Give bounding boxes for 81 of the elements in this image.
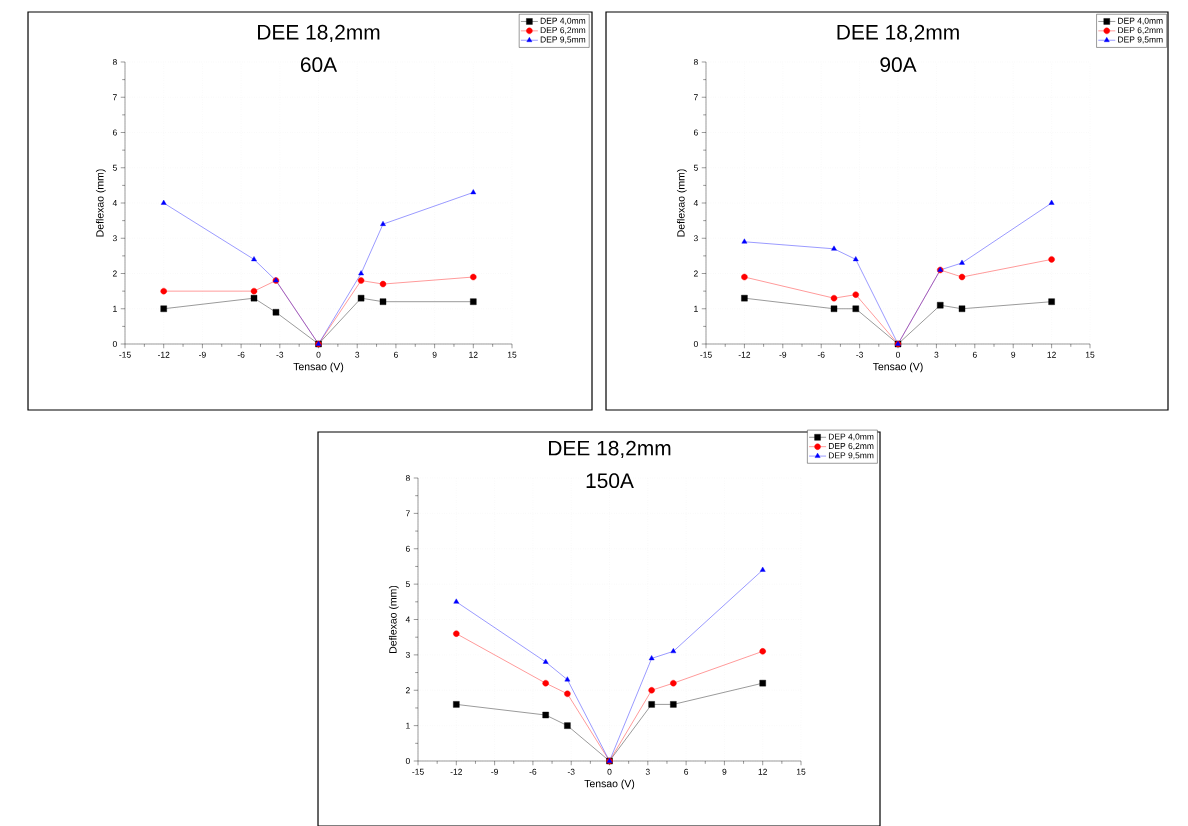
chart-title: DEE 18,2mm (837, 24, 959, 43)
x-tick-label: 12 (1047, 351, 1056, 358)
x-tick-label: 0 (316, 351, 321, 358)
x-tick-label: 15 (1085, 351, 1095, 358)
x-tick-label: -9 (199, 351, 206, 358)
x-tick-label: -6 (529, 768, 537, 775)
y-tick-label: 1 (406, 722, 410, 729)
y-tick-label: 8 (693, 59, 698, 65)
y-tick-label: 1 (113, 305, 117, 312)
y-axis-title: Deflexao (mm) (676, 169, 687, 237)
x-axis-title: Tensao (V) (872, 362, 923, 373)
x-tick-label: -15 (700, 351, 712, 358)
y-tick-label: 2 (405, 687, 410, 694)
x-tick-label: 3 (645, 768, 650, 775)
x-tick-label: 15 (507, 351, 517, 358)
y-axis-title: Deflexao (mm) (388, 585, 399, 653)
x-tick-label: 6 (684, 768, 689, 775)
x-tick-label: 9 (1011, 351, 1016, 358)
y-axis-title: Deflexao (mm) (95, 169, 106, 237)
chart-title: DEE 18,2mm (258, 24, 380, 43)
y-tick-label: 8 (112, 59, 117, 65)
y-tick-label: 0 (112, 341, 117, 347)
y-tick-label: 1 (694, 305, 698, 312)
legend-label: DEP 9,5mm (1118, 36, 1163, 44)
x-axis-title: Tensao (V) (584, 779, 635, 790)
legend-label: DEP 6,2mm (828, 442, 874, 450)
legend-label: DEP 9,5mm (828, 452, 874, 460)
x-tick-label: -6 (237, 351, 245, 358)
x-axis-title: Tensao (V) (293, 362, 344, 373)
legend-label: DEP 4,0mm (1118, 17, 1163, 25)
y-tick-label: 7 (112, 94, 117, 101)
x-tick-label: -12 (450, 768, 462, 775)
x-tick-label: 12 (469, 351, 478, 358)
legend-label: DEP 6,2mm (540, 27, 586, 35)
x-tick-label: -3 (856, 351, 864, 358)
x-tick-label: 9 (722, 768, 727, 775)
x-tick-label: -3 (567, 768, 575, 775)
y-tick-label: 4 (405, 616, 410, 623)
y-tick-label: 6 (405, 545, 410, 552)
x-tick-label: 6 (393, 351, 398, 358)
legend-label: DEP 4,0mm (540, 17, 586, 25)
y-tick-label: 5 (112, 164, 117, 171)
y-tick-label: 4 (112, 200, 117, 206)
y-tick-label: 0 (405, 758, 410, 764)
x-tick-label: -9 (779, 351, 787, 358)
x-tick-label: -12 (738, 351, 751, 358)
x-tick-label: -6 (817, 351, 825, 358)
x-tick-label: 3 (934, 351, 939, 358)
chart-subtitle: 90A (880, 57, 917, 73)
legend-label: DEP 4,0mm (828, 433, 874, 441)
x-tick-label: 0 (607, 768, 612, 775)
x-tick-label: 15 (796, 768, 806, 775)
y-tick-label: 6 (693, 129, 698, 136)
x-tick-label: 12 (758, 768, 767, 775)
x-tick-label: -15 (119, 351, 131, 358)
x-tick-label: 6 (972, 351, 977, 358)
legend-label: DEP 9,5mm (540, 36, 586, 44)
y-tick-label: 2 (112, 270, 117, 277)
y-tick-label: 7 (405, 510, 410, 517)
chart-subtitle: 60A (300, 57, 338, 73)
x-tick-label: 0 (895, 351, 901, 358)
y-tick-label: 7 (693, 94, 698, 101)
legend-label: DEP 6,2mm (1118, 27, 1163, 35)
y-tick-label: 8 (405, 475, 410, 481)
x-tick-label: -15 (412, 768, 424, 775)
x-tick-label: -12 (157, 351, 170, 358)
x-tick-label: 3 (355, 351, 360, 358)
y-tick-label: 0 (693, 341, 698, 347)
y-tick-label: 3 (405, 651, 410, 658)
x-tick-label: -9 (491, 768, 498, 775)
y-tick-label: 3 (112, 235, 117, 242)
y-tick-label: 2 (693, 270, 698, 277)
y-tick-label: 3 (693, 235, 698, 242)
x-tick-label: -3 (276, 351, 284, 358)
y-tick-label: 5 (693, 164, 698, 171)
y-tick-label: 4 (693, 200, 698, 206)
chart-subtitle: 150A (586, 473, 634, 489)
y-tick-label: 5 (405, 581, 410, 588)
x-tick-label: 9 (432, 351, 437, 358)
chart-title: DEE 18,2mm (549, 440, 671, 459)
y-tick-label: 6 (112, 129, 117, 136)
